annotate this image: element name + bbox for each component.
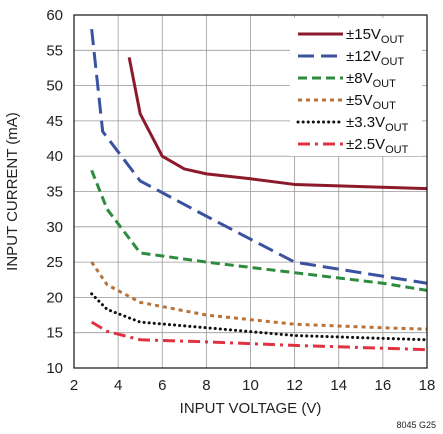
series-line-1 xyxy=(90,28,428,285)
series-line-5 xyxy=(90,320,428,352)
y-tick-label: 25 xyxy=(46,254,63,271)
y-tick-label: 55 xyxy=(46,42,63,59)
x-tick-label: 16 xyxy=(375,377,392,394)
x-tick-label: 2 xyxy=(70,377,78,394)
legend-background xyxy=(290,18,422,156)
y-tick-label: 35 xyxy=(46,184,63,201)
legend-label-3: ±5VOUT xyxy=(346,92,396,112)
x-tick-label: 14 xyxy=(330,377,347,394)
plot-frame xyxy=(73,14,428,369)
series-layer xyxy=(90,28,429,352)
y-tick-label: 10 xyxy=(46,360,63,377)
series-line-0 xyxy=(127,57,428,191)
y-tick-label: 50 xyxy=(46,78,63,95)
legend-label-5: ±2.5VOUT xyxy=(346,136,409,156)
y-axis-label: INPUT CURRENT (mA) xyxy=(4,112,21,271)
legend-label-1: ±12VOUT xyxy=(346,48,404,68)
legend-label-4: ±3.3VOUT xyxy=(346,114,409,134)
x-tick-label: 4 xyxy=(114,377,122,394)
y-tick-labels: 10 15 20 25 30 35 40 45 50 55 60 xyxy=(46,7,63,377)
x-tick-label: 10 xyxy=(242,377,259,394)
figure-code: 8045 G25 xyxy=(396,420,436,430)
series-line-2 xyxy=(90,169,428,292)
x-tick-labels: 2 4 6 8 10 12 14 16 18 xyxy=(70,377,436,394)
x-axis-label: INPUT VOLTAGE (V) xyxy=(180,400,322,417)
y-tick-label: 30 xyxy=(46,219,63,236)
legend: ±15VOUT±12VOUT±8VOUT±5VOUT±3.3VOUT±2.5VO… xyxy=(290,18,422,156)
x-tick-label: 8 xyxy=(202,377,210,394)
x-tick-label: 6 xyxy=(158,377,166,394)
y-tick-label: 45 xyxy=(46,113,63,130)
legend-label-0: ±15VOUT xyxy=(346,26,404,46)
x-tick-label: 12 xyxy=(286,377,303,394)
series-line-3 xyxy=(90,261,428,331)
y-tick-label: 60 xyxy=(46,7,63,24)
x-tick-label: 18 xyxy=(419,377,436,394)
legend-label-2: ±8VOUT xyxy=(346,70,396,90)
y-tick-label: 15 xyxy=(46,325,63,342)
y-tick-label: 40 xyxy=(46,148,63,165)
y-tick-label: 20 xyxy=(46,289,63,306)
series-line-4 xyxy=(90,292,429,342)
